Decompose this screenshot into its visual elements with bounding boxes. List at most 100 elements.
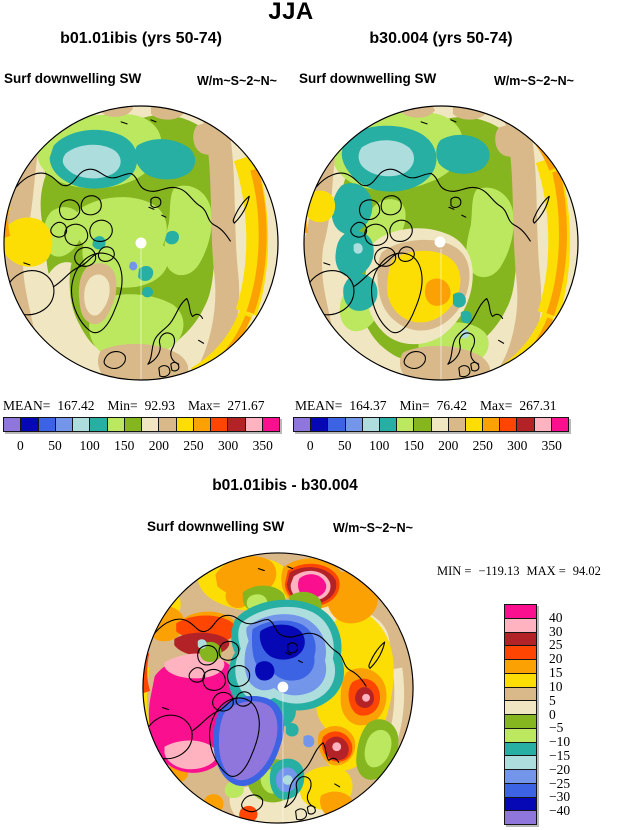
- max-value: 94.02: [572, 564, 601, 578]
- colorbar-tick-label: −10: [549, 734, 571, 750]
- colorbar-cell: [504, 617, 537, 633]
- colorbar-cell: [141, 417, 160, 432]
- colorbar-cell: [175, 417, 194, 432]
- panel-diff-units-label: W/m~S~2~N~: [333, 521, 413, 535]
- colorbar-cell: [413, 417, 432, 432]
- max-label: Max=: [188, 398, 221, 413]
- colorbar-tick-label: 250: [183, 438, 204, 453]
- colorbar-tick-label: 200: [148, 438, 169, 453]
- colorbar-cell: [504, 631, 537, 647]
- min-label: Min=: [107, 398, 138, 413]
- colorbar-cell: [504, 645, 537, 660]
- colorbar-cell: [293, 417, 312, 432]
- colorbar-tick-label: 150: [403, 438, 424, 453]
- map-difference: [142, 552, 414, 824]
- colorbar-tick-label: 0: [16, 438, 24, 453]
- pole-dot: [434, 236, 446, 248]
- mean-label: MEAN=: [295, 398, 343, 413]
- stats-diff: MIN = −119.13 MAX = 94.02: [437, 564, 608, 579]
- panel-right-variable-label: Surf downwelling SW: [299, 71, 437, 86]
- colorbar-cell: [227, 417, 246, 432]
- min-value: −119.13: [478, 564, 520, 578]
- colorbar-cell: [210, 417, 229, 432]
- colorbar-tick-label: 150: [114, 438, 135, 453]
- colorbar-cell: [54, 417, 73, 432]
- map-boundary: [3, 105, 279, 381]
- colorbar-cell: [504, 659, 537, 674]
- max-value: 271.67: [227, 398, 265, 413]
- colorbar-diff: 40 30 25 20 15 10 5 0 −5 −10 −15 −20 −25 −30 −40: [504, 604, 594, 825]
- colorbar-cell: [123, 417, 142, 432]
- colorbar-cell: [72, 417, 91, 432]
- panel-left-title: b01.01ibis (yrs 50-74): [60, 30, 222, 47]
- colorbar-tick-label: 50: [338, 438, 352, 453]
- stats-left: MEAN= 167.42 Min= 92.93 Max= 271.67: [3, 398, 264, 414]
- colorbar-cell: [504, 700, 537, 715]
- colorbar-cell: [464, 417, 484, 432]
- colorbar-cell: [482, 417, 501, 432]
- colorbar-cells: [293, 417, 569, 432]
- page-title: JJA: [268, 0, 314, 25]
- colorbar-cell: [361, 417, 380, 432]
- pole-dot: [277, 681, 289, 693]
- colorbar-cell: [504, 727, 537, 743]
- min-value: 76.42: [436, 398, 467, 413]
- colorbar-ticks: 0 50 100 150 200 250 300 350: [3, 432, 280, 453]
- colorbar-tick-label: 350: [252, 438, 273, 453]
- panel-right-title: b30.004 (yrs 50-74): [369, 30, 513, 47]
- panel-left-variable-label: Surf downwelling SW: [4, 71, 142, 86]
- colorbar-tick-label: 350: [541, 438, 562, 453]
- colorbar-cell: [504, 686, 537, 702]
- colorbar-tick-label: −20: [549, 761, 571, 777]
- colorbar-cells: [504, 604, 537, 825]
- colorbar-cell: [327, 417, 346, 432]
- colorbar-tick-label: 40: [549, 609, 563, 625]
- colorbar-cell: [504, 604, 537, 619]
- mean-label: MEAN=: [3, 398, 51, 413]
- colorbar-tick-label: 20: [549, 651, 563, 667]
- panel-diff-variable-label: Surf downwelling SW: [147, 519, 285, 534]
- colorbar-cell: [244, 417, 263, 432]
- mean-value: 164.37: [349, 398, 387, 413]
- colorbar-tick-label: 300: [217, 438, 239, 453]
- colorbar-cell: [310, 417, 329, 432]
- colorbar-tick-label: −5: [549, 720, 564, 736]
- field-regions: [3, 105, 279, 381]
- colorbar-cell: [106, 417, 125, 432]
- colorbar-tick-label: 25: [549, 637, 563, 653]
- colorbar-cell: [158, 417, 177, 432]
- colorbar-cell: [504, 782, 537, 798]
- colorbar-tick-label: 5: [549, 692, 556, 708]
- colorbar-tick-label: 100: [79, 438, 100, 453]
- colorbar-ticks: 40 30 25 20 15 10 5 0 −5 −10 −15 −20 −25 −30 −40: [545, 604, 593, 825]
- map-boundary: [142, 552, 414, 824]
- colorbar-tick-label: 15: [549, 665, 563, 681]
- colorbar-cell: [504, 755, 537, 770]
- colorbar-tick-label: 200: [438, 438, 459, 453]
- min-value: 92.93: [144, 398, 175, 413]
- colorbar-tick-label: 100: [369, 438, 390, 453]
- colorbar-cell: [516, 417, 535, 432]
- colorbar-cell: [504, 810, 537, 825]
- colorbar-tick-label: −40: [549, 803, 571, 819]
- min-label: MIN =: [437, 564, 472, 578]
- colorbar-cell: [504, 741, 537, 757]
- panel-left-units-label: W/m~S~2~N~: [197, 74, 277, 88]
- colorbar-tick-label: 0: [306, 438, 314, 453]
- colorbar-cell: [499, 417, 518, 432]
- colorbar-tick-label: 0: [549, 706, 556, 722]
- colorbar-cell: [37, 417, 56, 432]
- colorbar-cell: [3, 417, 22, 432]
- colorbar-cell: [504, 714, 537, 729]
- colorbar-cell: [261, 417, 280, 432]
- colorbar-tick-label: 30: [549, 623, 563, 639]
- stats-right: MEAN= 164.37 Min= 76.42 Max= 267.31: [295, 398, 556, 414]
- colorbar-tick-label: −15: [549, 747, 571, 763]
- panel-diff-title: b01.01ibis - b30.004: [212, 477, 358, 494]
- colorbar-cell: [533, 417, 552, 432]
- colorbar-tick-label: 300: [507, 438, 528, 453]
- mean-value: 167.42: [57, 398, 95, 413]
- colorbar-cell: [504, 769, 537, 784]
- colorbar-cell: [89, 417, 108, 432]
